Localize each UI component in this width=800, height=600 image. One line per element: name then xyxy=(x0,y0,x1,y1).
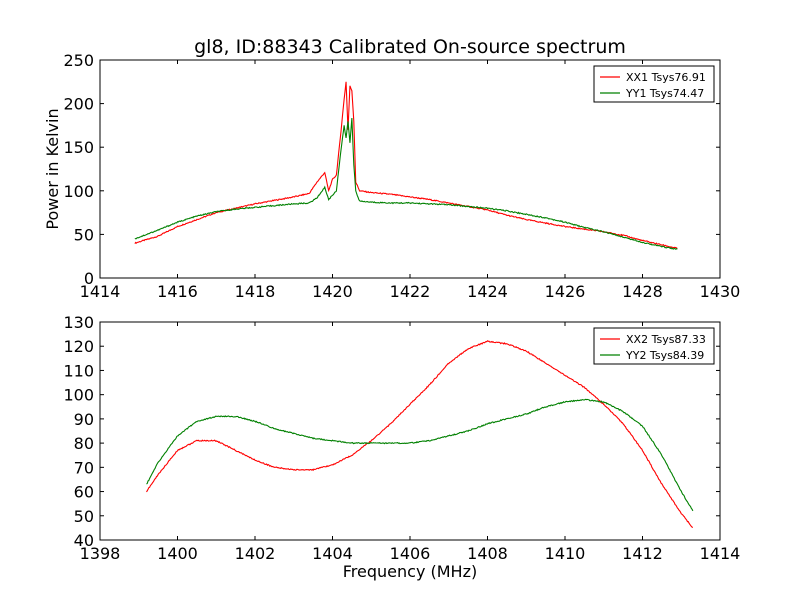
top-y-tick-label: 150 xyxy=(63,138,94,157)
bottom-y-tick-label: 100 xyxy=(63,386,94,405)
bottom-legend-box xyxy=(593,327,715,365)
top-x-tick-label: 1430 xyxy=(700,282,741,301)
top-x-tick-label: 1418 xyxy=(235,282,276,301)
bottom-legend-label-2: YY2 Tsys84.39 xyxy=(625,349,704,362)
top-x-tick-label: 1420 xyxy=(312,282,353,301)
x-axis-label: Frequency (MHz) xyxy=(343,562,477,581)
top-x-tick-label: 1428 xyxy=(622,282,663,301)
top-x-tick-label: 1426 xyxy=(545,282,586,301)
bottom-y-tick-label: 80 xyxy=(74,434,94,453)
bottom-x-tick-label: 1414 xyxy=(700,544,741,563)
top-y-tick-label: 250 xyxy=(63,51,94,70)
bottom-x-tick-label: 1404 xyxy=(312,544,353,563)
bottom-y-tick-label: 110 xyxy=(63,361,94,380)
y-axis-label: Power in Kelvin xyxy=(43,108,62,229)
top-x-tick-label: 1414 xyxy=(80,282,121,301)
top-y-tick-label: 0 xyxy=(84,269,94,288)
bottom-x-tick-label: 1412 xyxy=(622,544,663,563)
top-x-tick-label: 1422 xyxy=(390,282,431,301)
top-y-tick-label: 50 xyxy=(74,225,94,244)
bottom-y-tick-label: 70 xyxy=(74,458,94,477)
top-legend-label-1: XX1 Tsys76.91 xyxy=(626,71,706,84)
top-legend-label-2: YY1 Tsys74.47 xyxy=(625,87,704,100)
bottom-y-tick-label: 90 xyxy=(74,410,94,429)
top-series-2-line xyxy=(134,118,678,250)
bottom-x-tick-label: 1406 xyxy=(390,544,431,563)
bottom-legend: XX2 Tsys87.33 YY2 Tsys84.39 xyxy=(593,327,715,365)
bottom-x-tick-label: 1410 xyxy=(545,544,586,563)
bottom-y-tick-label: 50 xyxy=(74,507,94,526)
bottom-series-1-line xyxy=(146,340,694,528)
bottom-x-tick-label: 1402 xyxy=(235,544,276,563)
bottom-x-tick-label: 1398 xyxy=(80,544,121,563)
top-y-tick-label: 200 xyxy=(63,95,94,114)
top-legend: XX1 Tsys76.91 YY1 Tsys74.47 xyxy=(593,65,715,103)
bottom-y-tick-label: 130 xyxy=(63,313,94,332)
top-y-tick-label: 100 xyxy=(63,182,94,201)
top-panel: 1414 1416 1418 1420 1422 1424 1426 1428 1430 0 50 1… xyxy=(63,51,740,301)
bottom-y-tick-label: 60 xyxy=(74,483,94,502)
top-legend-box xyxy=(593,65,715,103)
bottom-legend-label-1: XX2 Tsys87.33 xyxy=(626,333,706,346)
bottom-series-2-line xyxy=(146,398,694,512)
chart-title: gl8, ID:88343 Calibrated On-source spect… xyxy=(194,36,626,58)
top-x-tick-label: 1424 xyxy=(467,282,508,301)
top-x-tick-label: 1416 xyxy=(157,282,198,301)
bottom-x-tick-label: 1408 xyxy=(467,544,508,563)
bottom-y-tick-label: 40 xyxy=(74,531,94,550)
bottom-y-tick-label: 120 xyxy=(63,337,94,356)
bottom-x-tick-label: 1400 xyxy=(157,544,198,563)
bottom-panel: 1398 1400 1402 1404 1406 1408 1410 1412 1414 40 50… xyxy=(63,313,740,563)
